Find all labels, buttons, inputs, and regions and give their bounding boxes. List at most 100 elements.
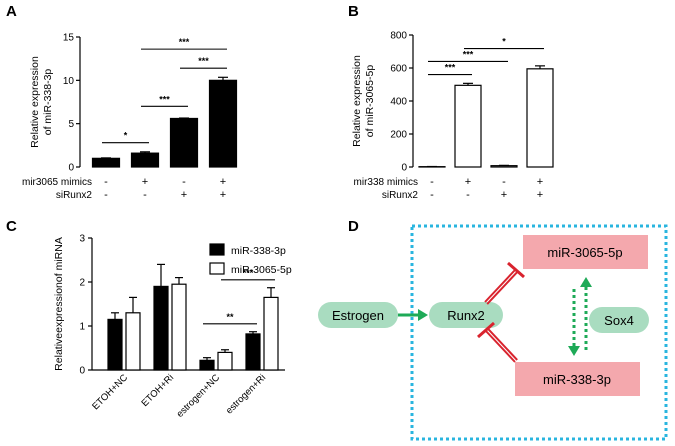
bar: [169, 117, 199, 168]
y-tick-label: 15: [63, 33, 75, 44]
condition-label: siRunx2: [382, 190, 419, 201]
significance-label: ***: [463, 49, 474, 59]
condition-label: mir3065 mimics: [22, 177, 92, 188]
significance-label: ***: [159, 94, 170, 104]
y-tick-label: 2: [79, 278, 85, 289]
legend-swatch: [209, 243, 225, 256]
diagram-border: [410, 224, 668, 441]
bar: [217, 351, 233, 371]
sox4-label: Sox4: [604, 313, 634, 328]
inhibit-runx2-mir3065-line: [486, 271, 518, 305]
y-axis-label-line: of miR-3065-5p: [364, 65, 376, 138]
y-tick-label: 5: [68, 119, 74, 130]
sox4-node: [589, 307, 649, 333]
legend-swatch: [209, 262, 225, 275]
condition-label: mir338 mimics: [354, 177, 418, 188]
panel-letter-b: B: [348, 3, 359, 20]
y-tick-label: 1: [79, 322, 85, 333]
bar: [526, 68, 554, 168]
y-axis-label: Relative expression of miR-338-3p: [29, 56, 54, 148]
runx2-node: [429, 302, 503, 328]
mirna-interaction-arrow-up: [580, 277, 592, 287]
significance-label: ***: [179, 37, 190, 47]
bar: [454, 84, 482, 168]
condition-sign: +: [220, 189, 226, 201]
mir3065-node: [523, 235, 648, 269]
mirna-interaction-arrow-down: [568, 346, 580, 356]
bar: [171, 283, 187, 371]
bar: [245, 333, 261, 371]
significance-label: ***: [445, 63, 456, 73]
significance-label: **: [226, 312, 234, 322]
mir338-node: [515, 362, 640, 396]
legend-label: miR-338-3p: [231, 245, 286, 257]
y-tick-label: 200: [390, 130, 407, 141]
condition-sign: -: [143, 189, 147, 201]
bar: [153, 285, 169, 371]
bar: [208, 79, 238, 168]
condition-sign: +: [465, 176, 471, 188]
significance-label: *: [502, 37, 506, 47]
inhibit-mir338-runx2-line: [484, 329, 516, 363]
runx2-label: Runx2: [447, 308, 485, 323]
estrogen-node: [318, 302, 398, 328]
legend-label: miR-3065-5p: [231, 264, 292, 276]
y-tick-label: 3: [79, 234, 85, 245]
bar: [130, 152, 160, 168]
y-axis-label: Relativeexpressionof miRNA: [53, 237, 65, 371]
bar: [263, 296, 279, 371]
y-tick-label: 0: [68, 163, 74, 174]
mir338-label: miR-338-3p: [543, 372, 611, 387]
y-tick-label: 800: [390, 31, 407, 42]
inhibit-runx2-mir3065-line: [484, 269, 516, 303]
inhibit-mir338-runx2-line: [486, 327, 518, 361]
inhibit-bar: [507, 261, 525, 279]
condition-label: siRunx2: [56, 190, 93, 201]
condition-sign: -: [182, 176, 186, 188]
y-tick-label: 600: [390, 64, 407, 75]
panel-letter-d: D: [348, 218, 359, 235]
condition-sign: -: [466, 189, 470, 201]
condition-sign: -: [430, 189, 434, 201]
bar: [107, 318, 123, 371]
x-tick-label: estrogen+NC: [175, 372, 223, 420]
significance-label: *: [124, 131, 128, 141]
condition-sign: -: [430, 176, 434, 188]
y-axis-label-line: of miR-338-3p: [42, 69, 54, 136]
chart-panel-a: 0 5 10 15 Relative expression of miR-338-3p mi…: [22, 33, 238, 201]
pathway-diagram: miR-3065-5p miR-338-3p Estrogen Runx2 Sox4: [318, 224, 668, 441]
condition-sign: +: [142, 176, 148, 188]
x-tick-label: estrogen+Ri: [224, 372, 268, 416]
activation-arrow-head: [418, 309, 428, 321]
condition-sign: +: [220, 176, 226, 188]
y-tick-label: 0: [401, 163, 407, 174]
x-tick-label: ETOH+Ri: [140, 372, 177, 409]
y-tick-label: 0: [79, 366, 85, 377]
panel-letter-a: A: [6, 3, 17, 20]
y-tick-label: 10: [63, 76, 75, 87]
chart-panel-b: 0 200 400 600 800 Relative expression of miR-3…: [351, 31, 554, 201]
condition-sign: -: [502, 176, 506, 188]
condition-sign: +: [537, 189, 543, 201]
condition-sign: -: [104, 176, 108, 188]
chart-panel-c: 0 1 2 3 Relativeexpressionof miRNA ETOH+NC ETO…: [53, 234, 292, 420]
x-tick-label: ETOH+NC: [90, 372, 130, 412]
y-tick-label: 400: [390, 97, 407, 108]
panel-letter-c: C: [6, 218, 17, 235]
y-axis-label-line: Relative expression: [351, 55, 363, 147]
bar: [91, 157, 121, 168]
condition-sign: +: [537, 176, 543, 188]
significance-label: ***: [243, 268, 254, 278]
bar: [199, 359, 215, 371]
mir3065-label: miR-3065-5p: [547, 245, 622, 260]
y-axis-label-line: Relative expression: [29, 56, 41, 148]
significance-label: ***: [198, 56, 209, 66]
y-axis-label: Relative expression of miR-3065-5p: [351, 55, 376, 147]
inhibit-bar: [477, 321, 495, 339]
condition-sign: +: [501, 189, 507, 201]
condition-sign: -: [104, 189, 108, 201]
bar: [125, 312, 141, 371]
condition-sign: +: [181, 189, 187, 201]
estrogen-label: Estrogen: [332, 308, 384, 323]
